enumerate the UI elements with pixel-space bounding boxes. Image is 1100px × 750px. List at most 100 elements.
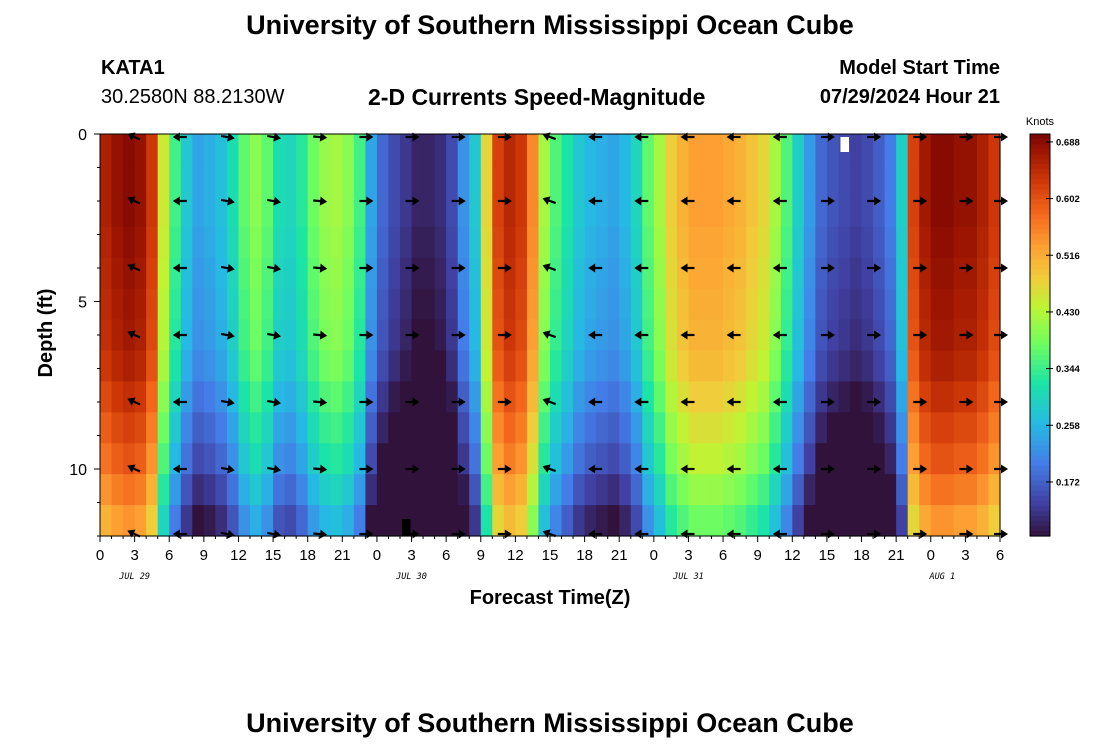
heatmap-cell <box>907 350 920 382</box>
heatmap-cell <box>238 288 251 321</box>
colorbar-swatch <box>1030 355 1050 361</box>
current-vector-arrow <box>220 529 235 539</box>
heatmap-cell <box>515 412 528 444</box>
heatmap-cell <box>261 412 274 444</box>
heatmap-cell <box>988 412 1001 444</box>
current-vector-arrow <box>497 464 512 474</box>
heatmap-cell <box>376 443 390 475</box>
heatmap-cell <box>146 164 159 197</box>
x-tick-label: 6 <box>719 547 727 564</box>
heatmap-cell <box>988 474 1001 506</box>
heatmap-cell <box>907 474 920 506</box>
heatmap-cell <box>157 257 170 290</box>
heatmap-cell <box>976 350 990 382</box>
arrow-head <box>1001 529 1008 539</box>
heatmap-cell <box>203 257 216 290</box>
arrow-head <box>412 529 420 539</box>
arrow-head <box>920 464 928 474</box>
arrow-head <box>127 196 136 205</box>
heatmap-cell <box>515 195 528 228</box>
heatmap-cell <box>884 226 897 259</box>
current-vector-arrow <box>172 464 187 474</box>
heatmap-cell <box>596 474 609 506</box>
heatmap-cell <box>884 443 897 475</box>
heatmap-cell <box>411 288 424 321</box>
colorbar-swatch <box>1030 234 1050 241</box>
arrow-head <box>827 263 835 273</box>
arrow-head <box>172 263 180 273</box>
heatmap-cell <box>146 412 159 444</box>
heatmap-cell <box>584 505 597 537</box>
heatmap-cell <box>192 412 205 444</box>
heatmap-cell <box>284 134 297 166</box>
heatmap-cell <box>584 257 597 290</box>
heatmap-cell <box>503 505 516 537</box>
heatmap-cell <box>515 164 528 197</box>
arrow-head <box>726 464 734 474</box>
arrow-head <box>680 263 688 273</box>
current-vector-arrow <box>542 132 557 141</box>
heatmap-cell <box>907 195 920 228</box>
heatmap-cell <box>192 350 205 382</box>
heatmap-cell <box>111 226 124 259</box>
heatmap-cell <box>584 350 597 382</box>
colorbar-swatch <box>1030 304 1050 311</box>
heatmap-cell <box>976 195 990 228</box>
heatmap-cell <box>376 412 390 444</box>
colorbar-swatch <box>1030 254 1050 261</box>
arrow-head <box>366 397 374 407</box>
heatmap-cell <box>192 226 205 259</box>
arrow-head <box>726 397 734 407</box>
heatmap-cell <box>711 134 724 166</box>
heatmap-cell <box>157 195 170 228</box>
heatmap-cell <box>503 412 516 444</box>
heatmap-cell <box>215 288 228 321</box>
heatmap-cell <box>780 412 793 444</box>
heatmap-cell <box>538 474 551 506</box>
heatmap-cell <box>365 505 378 537</box>
heatmap-cell <box>665 164 678 197</box>
heatmap-cell <box>965 257 978 290</box>
colorbar-swatch <box>1030 410 1050 417</box>
heatmap-cell <box>965 350 978 382</box>
current-vector-arrow <box>267 263 281 273</box>
heatmap-cell <box>930 164 943 197</box>
current-vector-arrow <box>680 464 695 474</box>
heatmap-cell <box>676 505 690 537</box>
heatmap-cell <box>838 443 851 475</box>
heatmap-cell <box>492 134 505 166</box>
heatmap-cell <box>792 412 805 444</box>
current-vector-arrow <box>405 263 420 273</box>
heatmap-cell <box>169 288 182 321</box>
current-vector-arrow <box>634 196 649 206</box>
heatmap-cell <box>180 226 193 259</box>
heatmap-cell <box>226 474 240 506</box>
heatmap-cell <box>884 134 897 166</box>
heatmap-cell <box>180 505 193 537</box>
heatmap-cell <box>653 134 666 166</box>
heatmap-cell <box>919 164 932 197</box>
heatmap-cell <box>480 505 493 537</box>
heatmap-cell <box>896 257 909 290</box>
heatmap-cell <box>642 381 655 413</box>
heatmap-cell <box>826 257 840 290</box>
heatmap-cell <box>423 257 436 290</box>
heatmap-cell <box>746 226 759 259</box>
heatmap-cell <box>296 474 309 506</box>
heatmap-cell <box>480 226 493 259</box>
heatmap-cell <box>169 164 182 197</box>
heatmap-cell <box>215 474 228 506</box>
heatmap-cell <box>123 412 136 444</box>
heatmap-cell <box>134 381 147 413</box>
current-vector-arrow <box>680 529 695 539</box>
heatmap-cell <box>619 288 632 321</box>
heatmap-cell <box>769 226 782 259</box>
heatmap-cell <box>861 381 874 413</box>
heatmap-cell <box>480 195 493 228</box>
arrow-head <box>966 330 974 340</box>
heatmap-cell <box>561 226 574 259</box>
heatmap-cell <box>584 474 597 506</box>
heatmap-cell <box>457 164 470 197</box>
arrow-head <box>273 397 281 407</box>
heatmap-cell <box>550 319 563 352</box>
